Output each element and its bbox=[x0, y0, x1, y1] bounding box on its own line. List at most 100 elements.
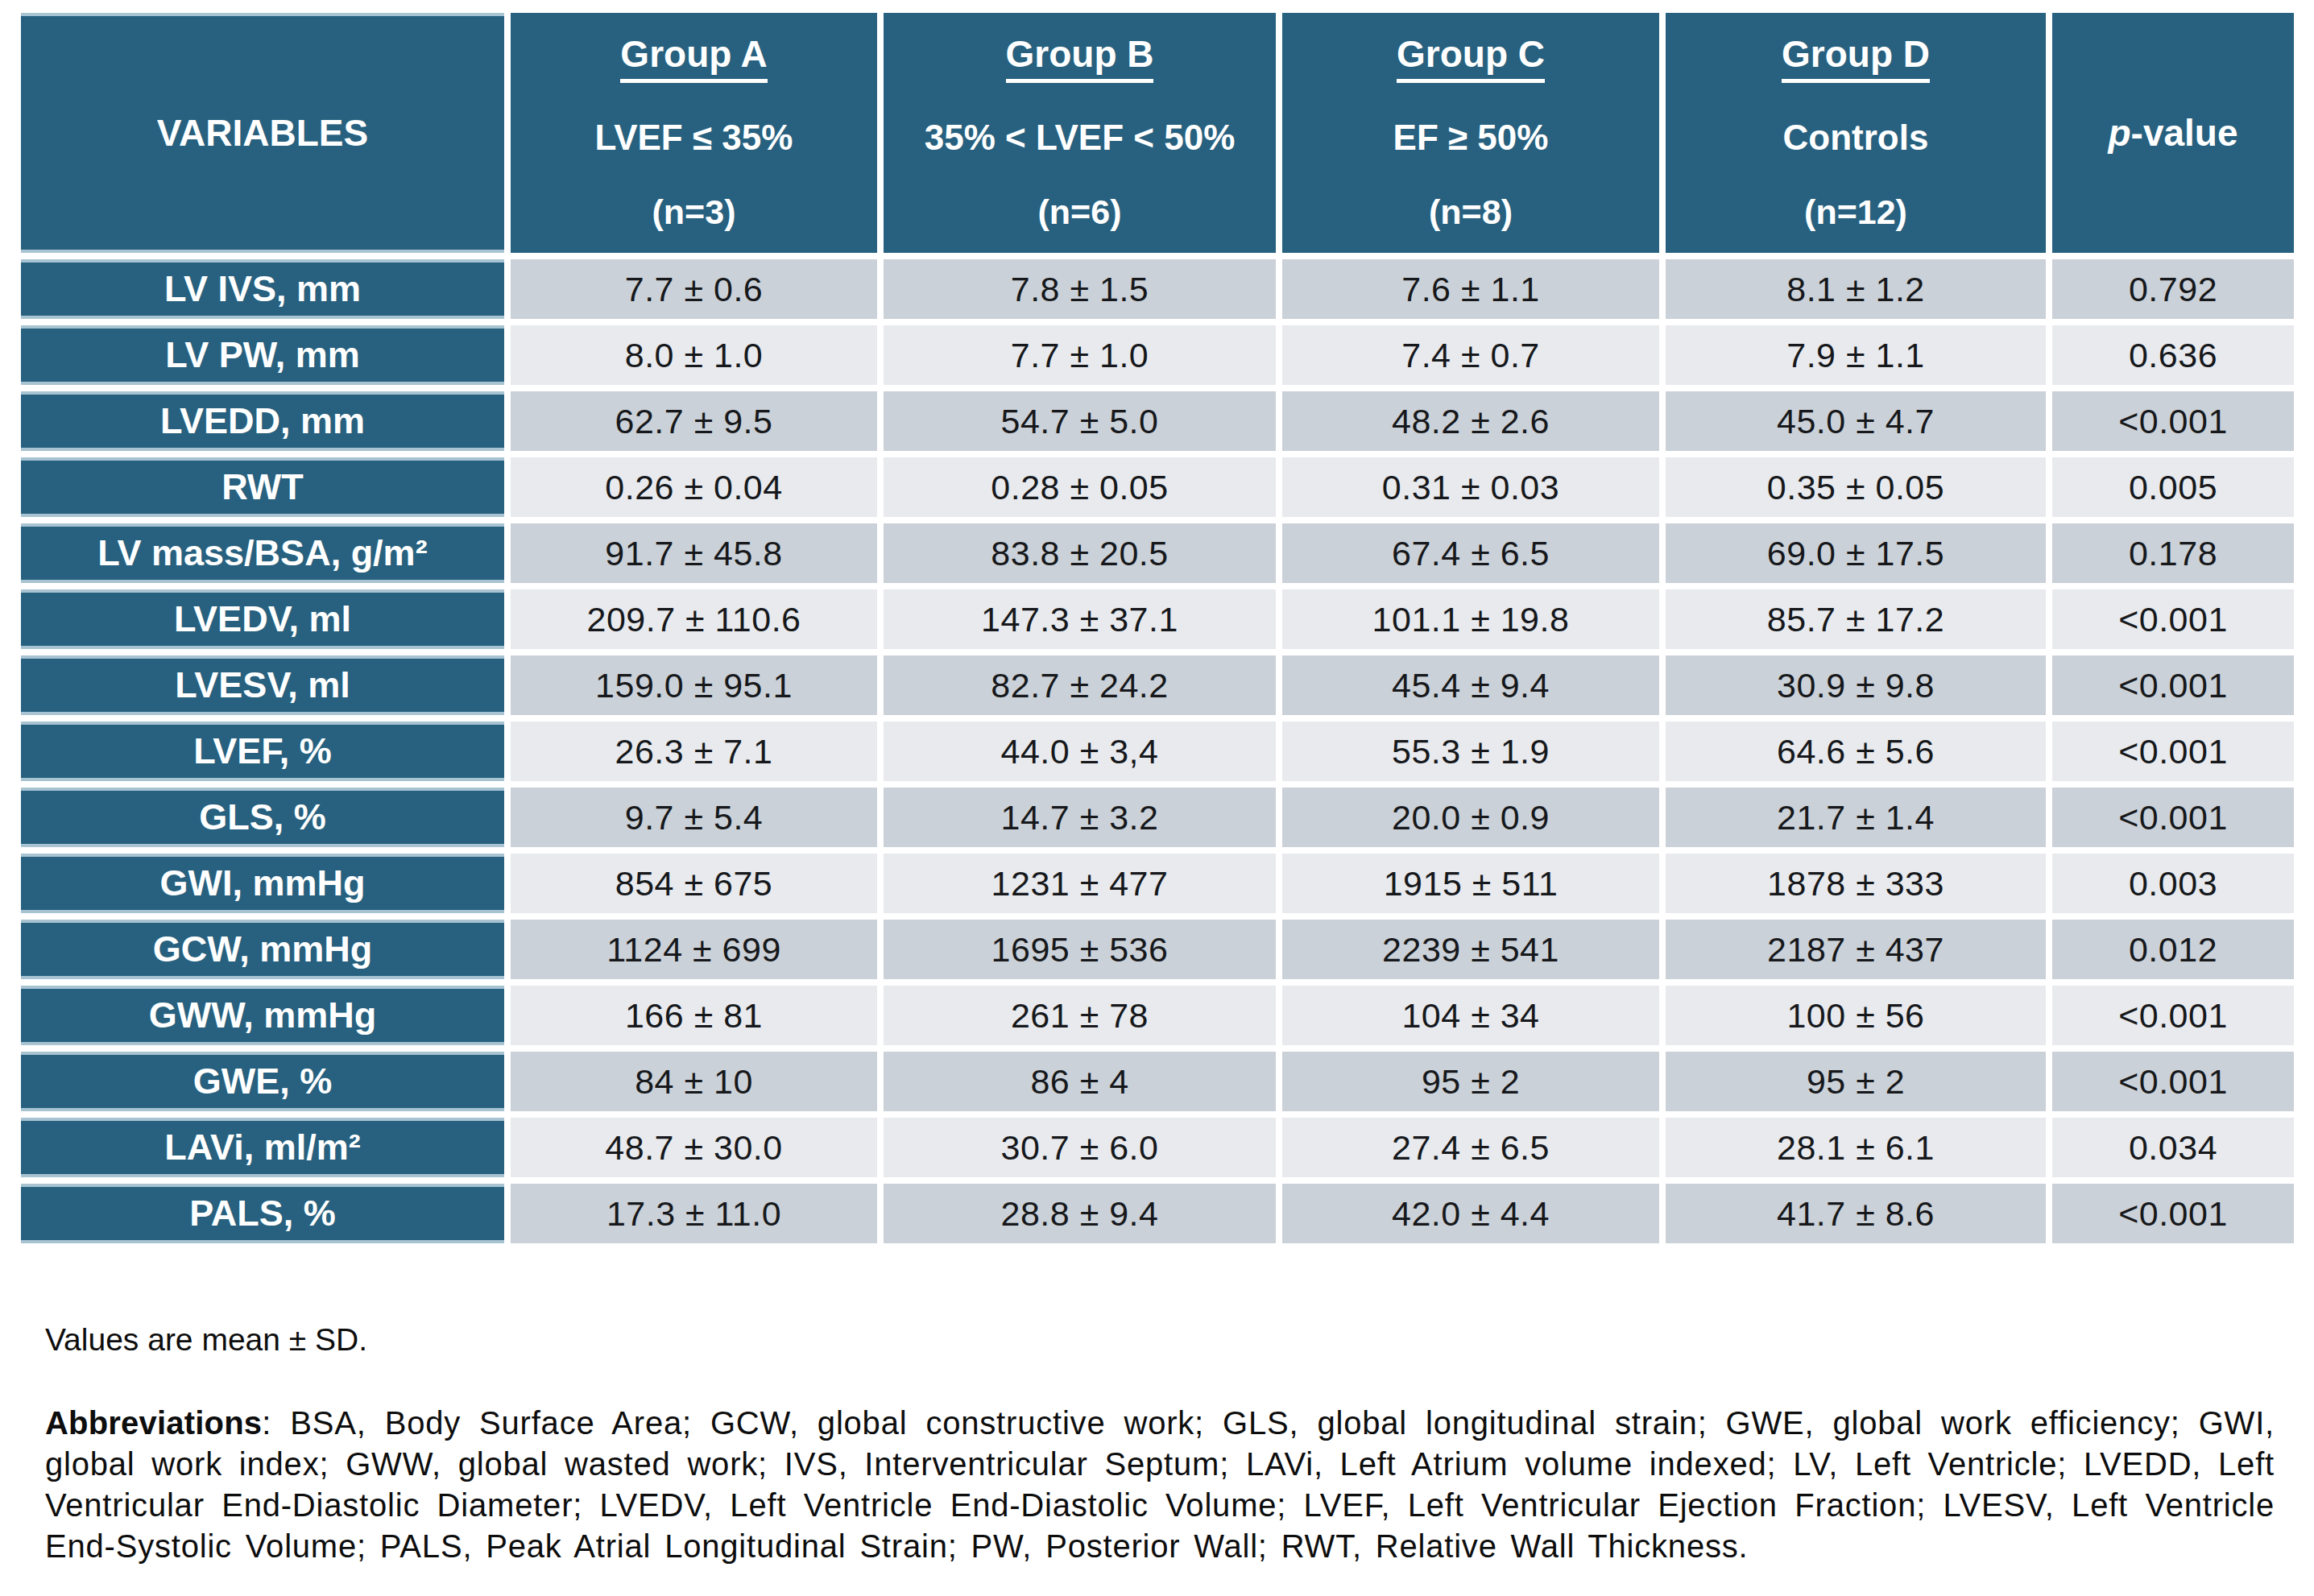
group-a-header: Group A LVEF ≤ 35% (n=3) bbox=[511, 13, 877, 253]
value-cell: 7.6 ± 1.1 bbox=[1282, 259, 1659, 319]
group-c-criteria: EF ≥ 50% bbox=[1393, 118, 1549, 158]
value-cell: 101.1 ± 19.8 bbox=[1282, 589, 1659, 649]
value-cell: 7.4 ± 0.7 bbox=[1282, 325, 1659, 385]
row-label: RWT bbox=[21, 457, 504, 517]
value-cell: 1878 ± 333 bbox=[1666, 854, 2046, 913]
value-cell: 44.0 ± 3,4 bbox=[884, 722, 1276, 781]
group-b-count: (n=6) bbox=[1038, 192, 1122, 232]
value-cell: 9.7 ± 5.4 bbox=[511, 788, 877, 847]
table-row: LVEDD, mm62.7 ± 9.554.7 ± 5.048.2 ± 2.64… bbox=[21, 391, 2294, 451]
p-value-cell: <0.001 bbox=[2052, 391, 2294, 451]
value-cell: 1695 ± 536 bbox=[884, 920, 1276, 979]
table-row: LAVi, ml/m²48.7 ± 30.030.7 ± 6.027.4 ± 6… bbox=[21, 1118, 2294, 1177]
value-cell: 86 ± 4 bbox=[884, 1052, 1276, 1111]
table-row: GWW, mmHg166 ± 81261 ± 78104 ± 34100 ± 5… bbox=[21, 986, 2294, 1045]
value-cell: 84 ± 10 bbox=[511, 1052, 877, 1111]
value-cell: 854 ± 675 bbox=[511, 854, 877, 913]
table-row: LVESV, ml159.0 ± 95.182.7 ± 24.245.4 ± 9… bbox=[21, 655, 2294, 715]
value-cell: 166 ± 81 bbox=[511, 986, 877, 1045]
value-cell: 17.3 ± 11.0 bbox=[511, 1184, 877, 1243]
row-label: GWI, mmHg bbox=[21, 854, 504, 913]
row-label: LV PW, mm bbox=[21, 325, 504, 385]
row-label: GWW, mmHg bbox=[21, 986, 504, 1045]
p-value-cell: <0.001 bbox=[2052, 1052, 2294, 1111]
group-c-header: Group C EF ≥ 50% (n=8) bbox=[1282, 13, 1659, 253]
p-value-cell: <0.001 bbox=[2052, 722, 2294, 781]
p-value-cell: 0.034 bbox=[2052, 1118, 2294, 1177]
group-b-title: Group B bbox=[1006, 34, 1154, 83]
value-cell: 48.2 ± 2.6 bbox=[1282, 391, 1659, 451]
value-cell: 209.7 ± 110.6 bbox=[511, 589, 877, 649]
group-d-count: (n=12) bbox=[1804, 192, 1907, 232]
results-table: VARIABLES Group A LVEF ≤ 35% (n=3) Group… bbox=[14, 6, 2300, 1250]
value-cell: 7.8 ± 1.5 bbox=[884, 259, 1276, 319]
table-row: GCW, mmHg1124 ± 6991695 ± 5362239 ± 5412… bbox=[21, 920, 2294, 979]
table-row: GWE, %84 ± 1086 ± 495 ± 295 ± 2<0.001 bbox=[21, 1052, 2294, 1111]
group-c-title: Group C bbox=[1397, 34, 1545, 83]
p-value-cell: 0.003 bbox=[2052, 854, 2294, 913]
header-row: VARIABLES Group A LVEF ≤ 35% (n=3) Group… bbox=[21, 13, 2294, 253]
value-cell: 21.7 ± 1.4 bbox=[1666, 788, 2046, 847]
row-label: GLS, % bbox=[21, 788, 504, 847]
row-label: GCW, mmHg bbox=[21, 920, 504, 979]
group-a-criteria: LVEF ≤ 35% bbox=[595, 118, 793, 158]
table-row: PALS, %17.3 ± 11.028.8 ± 9.442.0 ± 4.441… bbox=[21, 1184, 2294, 1243]
value-cell: 45.4 ± 9.4 bbox=[1282, 655, 1659, 715]
value-cell: 95 ± 2 bbox=[1666, 1052, 2046, 1111]
value-cell: 0.28 ± 0.05 bbox=[884, 457, 1276, 517]
value-cell: 67.4 ± 6.5 bbox=[1282, 523, 1659, 583]
value-cell: 0.26 ± 0.04 bbox=[511, 457, 877, 517]
value-cell: 2187 ± 437 bbox=[1666, 920, 2046, 979]
table-row: LV IVS, mm7.7 ± 0.67.8 ± 1.57.6 ± 1.18.1… bbox=[21, 259, 2294, 319]
value-cell: 28.8 ± 9.4 bbox=[884, 1184, 1276, 1243]
value-cell: 2239 ± 541 bbox=[1282, 920, 1659, 979]
abbreviations-text: : BSA, Body Surface Area; GCW, global co… bbox=[45, 1405, 2275, 1564]
value-cell: 14.7 ± 3.2 bbox=[884, 788, 1276, 847]
value-cell: 1231 ± 477 bbox=[884, 854, 1276, 913]
values-note: Values are mean ± SD. bbox=[45, 1322, 367, 1358]
value-cell: 8.1 ± 1.2 bbox=[1666, 259, 2046, 319]
p-value-cell: <0.001 bbox=[2052, 655, 2294, 715]
value-cell: 30.7 ± 6.0 bbox=[884, 1118, 1276, 1177]
row-label: LV IVS, mm bbox=[21, 259, 504, 319]
value-cell: 83.8 ± 20.5 bbox=[884, 523, 1276, 583]
group-a-title: Group A bbox=[620, 34, 767, 83]
p-value-cell: <0.001 bbox=[2052, 589, 2294, 649]
value-cell: 0.35 ± 0.05 bbox=[1666, 457, 2046, 517]
value-cell: 95 ± 2 bbox=[1282, 1052, 1659, 1111]
value-cell: 7.7 ± 0.6 bbox=[511, 259, 877, 319]
value-cell: 147.3 ± 37.1 bbox=[884, 589, 1276, 649]
group-a-count: (n=3) bbox=[652, 192, 736, 232]
group-d-title: Group D bbox=[1782, 34, 1930, 83]
row-label: PALS, % bbox=[21, 1184, 504, 1243]
value-cell: 28.1 ± 6.1 bbox=[1666, 1118, 2046, 1177]
value-cell: 30.9 ± 9.8 bbox=[1666, 655, 2046, 715]
group-c-count: (n=8) bbox=[1429, 192, 1513, 232]
abbreviations-note: Abbreviations: BSA, Body Surface Area; G… bbox=[45, 1403, 2275, 1567]
value-cell: 159.0 ± 95.1 bbox=[511, 655, 877, 715]
p-value-cell: 0.792 bbox=[2052, 259, 2294, 319]
group-b-criteria: 35% < LVEF < 50% bbox=[925, 118, 1236, 158]
value-cell: 48.7 ± 30.0 bbox=[511, 1118, 877, 1177]
group-b-header: Group B 35% < LVEF < 50% (n=6) bbox=[884, 13, 1276, 253]
value-cell: 85.7 ± 17.2 bbox=[1666, 589, 2046, 649]
p-value-header-italic-p: p bbox=[2108, 112, 2130, 154]
row-label: LVESV, ml bbox=[21, 655, 504, 715]
row-label: GWE, % bbox=[21, 1052, 504, 1111]
value-cell: 261 ± 78 bbox=[884, 986, 1276, 1045]
p-value-cell: 0.636 bbox=[2052, 325, 2294, 385]
value-cell: 45.0 ± 4.7 bbox=[1666, 391, 2046, 451]
table-row: LVEF, %26.3 ± 7.144.0 ± 3,455.3 ± 1.964.… bbox=[21, 722, 2294, 781]
group-d-header: Group D Controls (n=12) bbox=[1666, 13, 2046, 253]
value-cell: 69.0 ± 17.5 bbox=[1666, 523, 2046, 583]
value-cell: 64.6 ± 5.6 bbox=[1666, 722, 2046, 781]
table-row: LV PW, mm8.0 ± 1.07.7 ± 1.07.4 ± 0.77.9 … bbox=[21, 325, 2294, 385]
value-cell: 41.7 ± 8.6 bbox=[1666, 1184, 2046, 1243]
row-label: LVEF, % bbox=[21, 722, 504, 781]
value-cell: 26.3 ± 7.1 bbox=[511, 722, 877, 781]
table-row: LV mass/BSA, g/m²91.7 ± 45.883.8 ± 20.56… bbox=[21, 523, 2294, 583]
variables-header: VARIABLES bbox=[21, 13, 504, 253]
row-label: LVEDV, ml bbox=[21, 589, 504, 649]
value-cell: 100 ± 56 bbox=[1666, 986, 2046, 1045]
row-label: LV mass/BSA, g/m² bbox=[21, 523, 504, 583]
